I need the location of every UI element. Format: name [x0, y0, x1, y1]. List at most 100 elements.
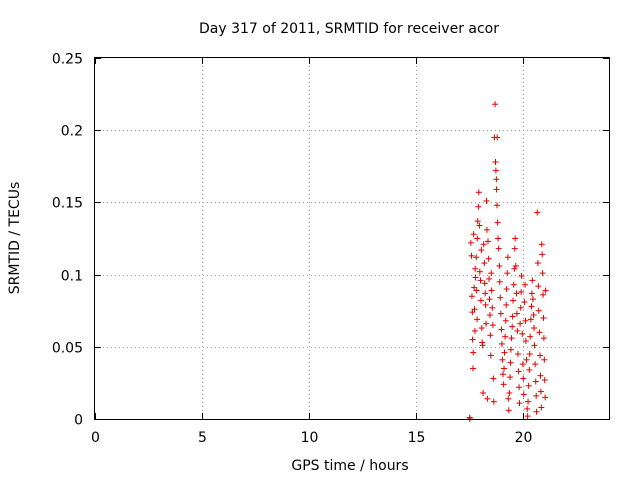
- data-point: [493, 186, 500, 193]
- data-point: [479, 342, 486, 349]
- data-point: [504, 270, 511, 277]
- data-point: [528, 290, 535, 297]
- data-point: [526, 366, 533, 373]
- data-point: [542, 394, 549, 401]
- tick-labels: 0 5 10 15 20 0 0.05 0.1 0.15 0.2 0.25: [52, 52, 533, 447]
- data-point: [495, 235, 502, 242]
- data-point: [534, 209, 541, 216]
- y-tick-label: 0: [74, 413, 83, 429]
- data-point: [540, 291, 547, 298]
- data-point: [512, 262, 519, 269]
- data-point: [493, 202, 500, 209]
- data-point: [502, 317, 509, 324]
- data-point: [486, 312, 493, 319]
- data-point: [536, 329, 543, 336]
- data-point: [490, 375, 497, 382]
- data-point: [483, 226, 490, 233]
- data-point: [497, 310, 504, 317]
- data-point: [504, 254, 511, 261]
- data-point: [535, 283, 542, 290]
- data-point: [499, 356, 506, 363]
- data-point: [493, 176, 500, 183]
- y-tick-label: 0.15: [52, 196, 83, 212]
- data-point: [519, 330, 526, 337]
- data-point: [478, 325, 485, 332]
- data-point: [519, 361, 526, 368]
- data-point: [529, 277, 536, 284]
- data-point: [475, 189, 482, 196]
- data-point: [538, 404, 545, 411]
- data-point: [533, 408, 540, 415]
- data-point: [533, 392, 540, 399]
- data-point: [510, 297, 517, 304]
- data-point: [472, 265, 479, 272]
- data-point: [507, 359, 514, 366]
- data-point: [487, 352, 494, 359]
- data-point: [515, 368, 522, 375]
- data-point: [529, 296, 536, 303]
- data-point: [488, 287, 495, 294]
- data-point: [534, 260, 541, 267]
- data-point: [495, 245, 502, 252]
- data-point: [476, 268, 483, 275]
- data-point: [474, 218, 481, 225]
- data-point: [511, 265, 518, 272]
- data-point: [474, 316, 481, 323]
- data-point: [492, 167, 499, 174]
- data-point: [530, 312, 537, 319]
- data-point: [492, 101, 499, 108]
- data-point: [532, 378, 539, 385]
- data-point: [492, 158, 499, 165]
- data-point: [516, 384, 523, 391]
- data-point: [482, 290, 489, 297]
- x-tick-label: 15: [408, 430, 426, 446]
- x-tick-label: 10: [301, 430, 319, 446]
- data-point: [513, 310, 520, 317]
- data-point: [527, 316, 534, 323]
- data-point: [503, 301, 510, 308]
- data-point: [517, 320, 524, 327]
- data-point: [472, 274, 479, 281]
- data-point: [490, 398, 497, 405]
- data-point: [509, 323, 516, 330]
- data-point: [483, 320, 490, 327]
- data-point: [520, 375, 527, 382]
- data-point: [469, 336, 476, 343]
- data-point: [539, 270, 546, 277]
- data-point: [484, 238, 491, 245]
- data-point: [474, 235, 481, 242]
- data-point: [541, 356, 548, 363]
- data-point: [481, 280, 488, 287]
- y-tick-label: 0.25: [52, 52, 83, 68]
- data-point: [500, 381, 507, 388]
- x-tick-label: 5: [198, 430, 207, 446]
- data-point: [508, 335, 515, 342]
- x-tick-label: 20: [515, 430, 533, 446]
- data-point: [540, 335, 547, 342]
- data-point: [520, 391, 527, 398]
- data-point: [542, 287, 549, 294]
- data-point: [505, 395, 512, 402]
- data-point: [499, 371, 506, 378]
- data-point: [524, 413, 531, 420]
- data-point: [486, 275, 493, 282]
- data-point: [505, 407, 512, 414]
- y-axis-label: SRMTID / TECUs: [7, 182, 23, 295]
- data-point: [539, 251, 546, 258]
- data-point: [502, 333, 509, 340]
- data-point: [482, 301, 489, 308]
- data-point: [481, 260, 488, 267]
- data-point: [467, 239, 474, 246]
- data-point: [501, 365, 508, 372]
- data-point: [514, 351, 521, 358]
- data-point: [470, 365, 477, 372]
- data-point: [507, 346, 514, 353]
- data-point: [527, 333, 534, 340]
- data-point: [486, 296, 493, 303]
- data-point: [484, 395, 491, 402]
- data-point: [538, 241, 545, 248]
- data-point: [503, 286, 510, 293]
- data-point: [480, 390, 487, 397]
- y-tick-label: 0.2: [61, 124, 83, 140]
